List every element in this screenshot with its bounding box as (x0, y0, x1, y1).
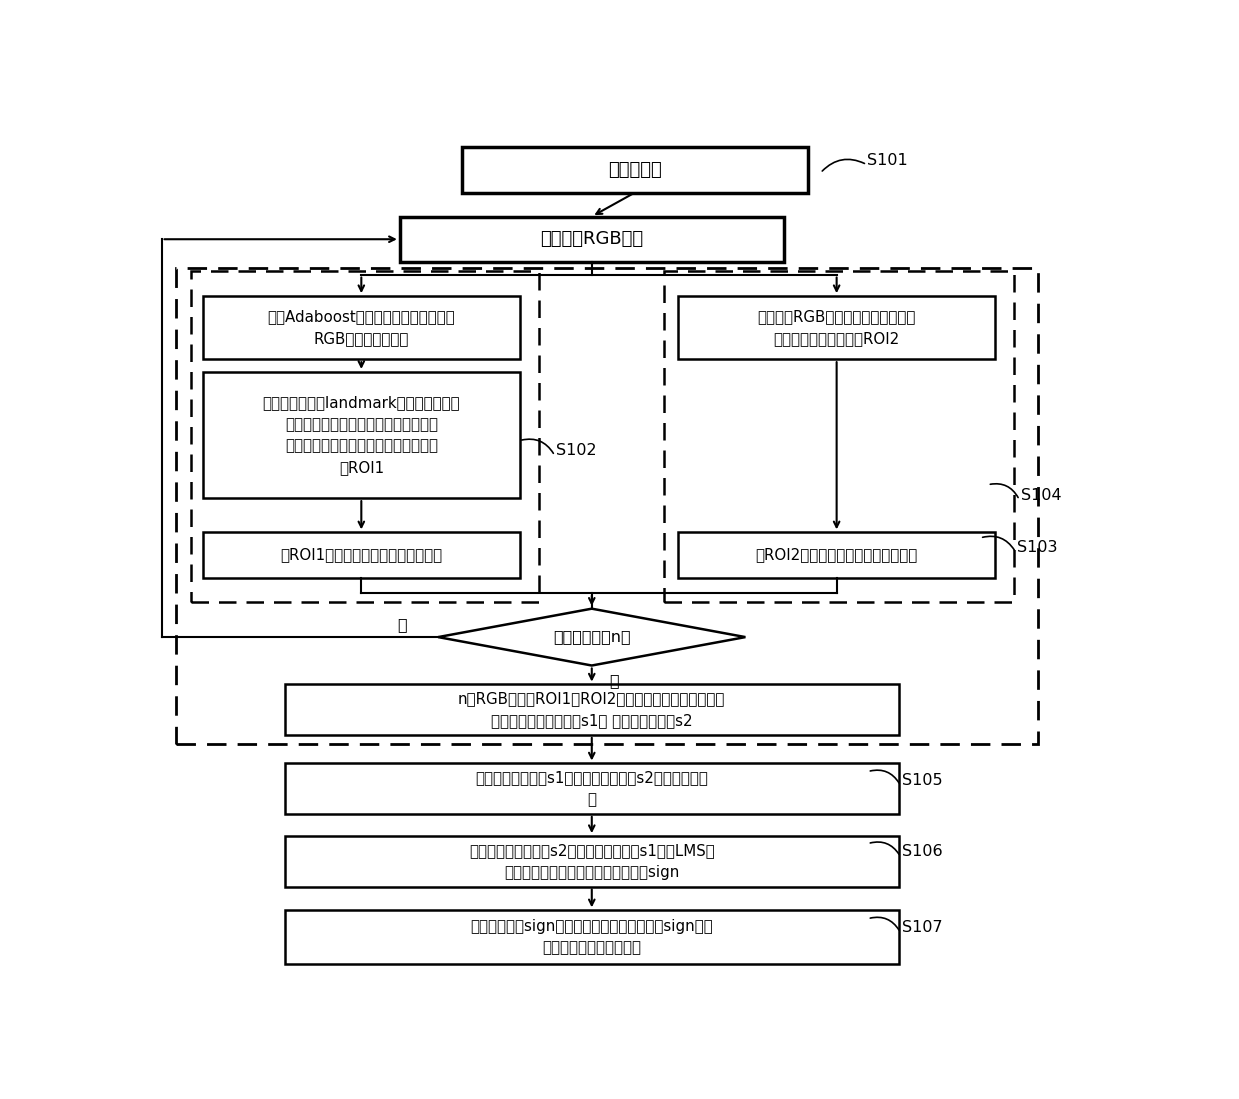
Text: 对重构信号流sign进行带通滤波，对滤波后的sign进行
峰值提取，计算出心率值: 对重构信号流sign进行带通滤波，对滤波后的sign进行 峰值提取，计算出心率值 (471, 919, 714, 955)
Text: 否: 否 (396, 617, 406, 632)
FancyBboxPatch shape (462, 147, 808, 192)
Text: 提取所述RGB图像的部分固定背景区
域作为感兴趣背景区域ROI2: 提取所述RGB图像的部分固定背景区 域作为感兴趣背景区域ROI2 (757, 309, 916, 346)
Text: S107: S107 (902, 920, 943, 935)
FancyBboxPatch shape (678, 532, 995, 578)
Text: S106: S106 (902, 844, 943, 859)
FancyBboxPatch shape (203, 296, 520, 359)
Polygon shape (439, 609, 746, 666)
Text: 打开摄像头: 打开摄像头 (608, 160, 662, 179)
Text: 分别对有效信号流s1和参考噪声信号流s2进行归一化处
理: 分别对有效信号流s1和参考噪声信号流s2进行归一化处 理 (476, 770, 709, 807)
Text: S104: S104 (1021, 488, 1062, 502)
Text: S102: S102 (556, 443, 597, 458)
Text: 是否达到预设n帧: 是否达到预设n帧 (553, 630, 631, 645)
Text: 对ROI2的绿色通道进行空间像素平均: 对ROI2的绿色通道进行空间像素平均 (756, 547, 918, 563)
Text: 结合Adaboost算法与金字塔图搜索所述
RGB图像的脸部区域: 结合Adaboost算法与金字塔图搜索所述 RGB图像的脸部区域 (268, 309, 455, 346)
FancyBboxPatch shape (400, 217, 784, 262)
Text: 利用所述归一化后的s2对所述归一化后的s1进行LMS自
适应滤波实现降噪，得到重构信号流sign: 利用所述归一化后的s2对所述归一化后的s1进行LMS自 适应滤波实现降噪，得到重… (468, 843, 715, 879)
Text: S105: S105 (902, 773, 943, 788)
Text: 对人脸区域使用landmark人脸特征点提取
方法提取特征点，并通过特征点相对位
置确定脸颊中心区域作为感兴趣人脸区
域ROI1: 对人脸区域使用landmark人脸特征点提取 方法提取特征点，并通过特征点相对位… (263, 396, 460, 475)
Text: n帧RGB图像的ROI1和ROI2的绿色通道的空间像素平均
后分别构成有效信号流s1和 参考噪声信号流s2: n帧RGB图像的ROI1和ROI2的绿色通道的空间像素平均 后分别构成有效信号流… (458, 691, 726, 728)
FancyBboxPatch shape (203, 371, 520, 498)
FancyBboxPatch shape (285, 764, 900, 814)
Text: 捕捉一帧RGB图像: 捕捉一帧RGB图像 (540, 230, 643, 248)
Text: 对ROI1的绿色通道进行空间像素平均: 对ROI1的绿色通道进行空间像素平均 (280, 547, 442, 563)
Text: 是: 是 (610, 673, 618, 688)
FancyBboxPatch shape (285, 685, 900, 735)
FancyBboxPatch shape (678, 296, 995, 359)
Text: S103: S103 (1017, 540, 1058, 555)
Text: S101: S101 (867, 154, 908, 168)
FancyBboxPatch shape (203, 532, 520, 578)
FancyBboxPatch shape (285, 910, 900, 964)
FancyBboxPatch shape (285, 836, 900, 887)
